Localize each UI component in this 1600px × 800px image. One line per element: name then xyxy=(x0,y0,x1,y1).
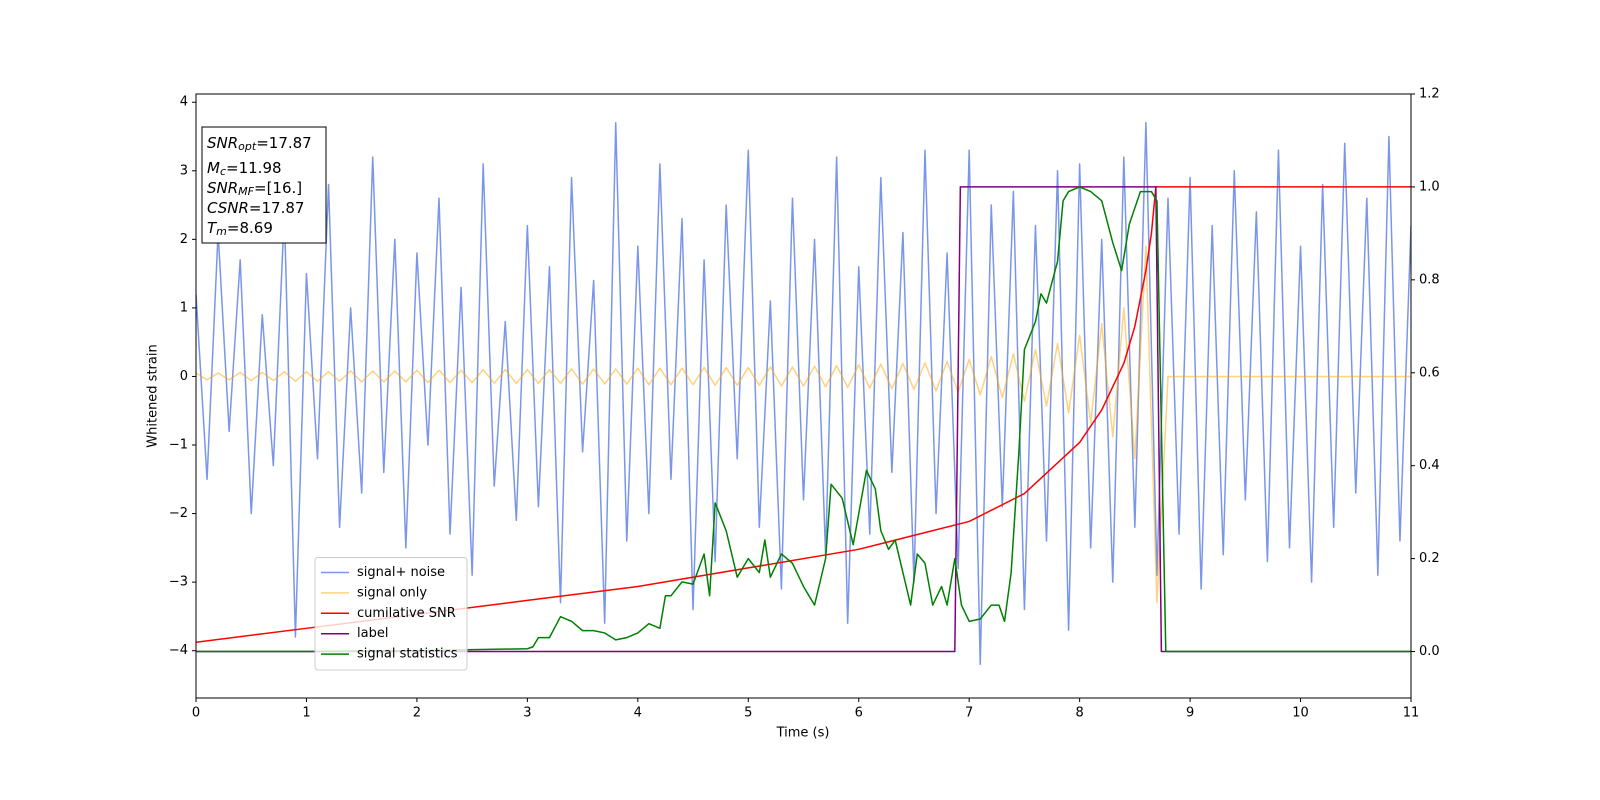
x-tick-label: 10 xyxy=(1292,706,1309,721)
x-tick-label: 2 xyxy=(413,706,421,721)
annotation-line: CSNR=17.87 xyxy=(207,199,304,217)
annotation-line: SNRopt=17.87 xyxy=(207,134,312,154)
annotation-line: Tm=8.69 xyxy=(207,219,273,239)
y-tick-label: −3 xyxy=(169,575,188,590)
series-line xyxy=(196,186,1411,653)
annotation-line: Mc=11.98 xyxy=(207,159,282,179)
annotation-symbol: SNR xyxy=(207,134,238,152)
annotation-subscript: MF xyxy=(238,185,254,198)
annotation-frame xyxy=(201,126,327,244)
y-tick-label: −1 xyxy=(169,438,188,453)
y-tick-label: 0 xyxy=(180,369,188,384)
annotation-value: =8.69 xyxy=(227,219,273,237)
x-tick-label: 4 xyxy=(634,706,642,721)
legend-label: signal statistics xyxy=(357,647,458,662)
x-tick-label: 9 xyxy=(1186,706,1194,721)
x-tick-label: 1 xyxy=(302,706,310,721)
y2-tick-label: 0.0 xyxy=(1419,644,1440,659)
series-line xyxy=(196,122,1411,666)
y2-tick-label: 0.2 xyxy=(1419,551,1440,566)
legend-label: signal only xyxy=(357,585,427,600)
y2-tick-label: 0.4 xyxy=(1419,458,1440,473)
y-tick-label: −4 xyxy=(169,643,188,658)
x-axis-label: Time (s) xyxy=(776,726,830,741)
y-axis-label: Whitened strain xyxy=(146,344,161,447)
x-tick-label: 7 xyxy=(965,706,973,721)
annotation-subscript: c xyxy=(220,165,226,178)
y2-tick-label: 0.6 xyxy=(1419,365,1440,380)
annotation-value: =11.98 xyxy=(226,159,282,177)
annotation-symbol: T xyxy=(207,219,218,237)
x-tick-label: 6 xyxy=(855,706,863,721)
annotation-value: =[16.] xyxy=(254,179,302,197)
annotation-value: =17.87 xyxy=(249,199,305,217)
annotation-symbol: SNR xyxy=(207,179,238,197)
x-tick-label: 0 xyxy=(192,706,200,721)
y-tick-label: −2 xyxy=(169,506,188,521)
annotation-value: =17.87 xyxy=(256,134,312,152)
legend-frame xyxy=(314,557,468,671)
legend-label: cumilative SNR xyxy=(357,606,456,621)
plot-frame xyxy=(195,93,1412,699)
annotation-subscript: m xyxy=(216,225,227,238)
x-tick-label: 5 xyxy=(744,706,752,721)
annotation-symbol: M xyxy=(207,159,220,177)
x-tick-label: 8 xyxy=(1075,706,1083,721)
x-tick-label: 11 xyxy=(1403,706,1420,721)
y-tick-label: 3 xyxy=(180,163,188,178)
annotation-box: SNRopt=17.87Mc=11.98SNRMF=[16.]CSNR=17.8… xyxy=(201,126,327,244)
annotation-symbol: CSNR xyxy=(207,199,249,217)
annotation-subscript: opt xyxy=(238,140,257,153)
series-line xyxy=(196,186,1411,643)
y-tick-label: 1 xyxy=(180,300,188,315)
y2-tick-label: 1.2 xyxy=(1419,87,1440,102)
series-line xyxy=(196,245,1411,604)
y-tick-label: 4 xyxy=(180,95,188,110)
annotation-line: SNRMF=[16.] xyxy=(207,179,302,199)
y-tick-label: 2 xyxy=(180,232,188,247)
legend-label: label xyxy=(357,626,388,641)
x-tick-label: 3 xyxy=(523,706,531,721)
y2-tick-label: 0.8 xyxy=(1419,272,1440,287)
y2-tick-label: 1.0 xyxy=(1419,179,1440,194)
legend: signal+ noise signal only cumilative SNR la… xyxy=(314,557,468,671)
plot-area xyxy=(196,122,1411,666)
legend-label: signal+ noise xyxy=(357,565,445,580)
